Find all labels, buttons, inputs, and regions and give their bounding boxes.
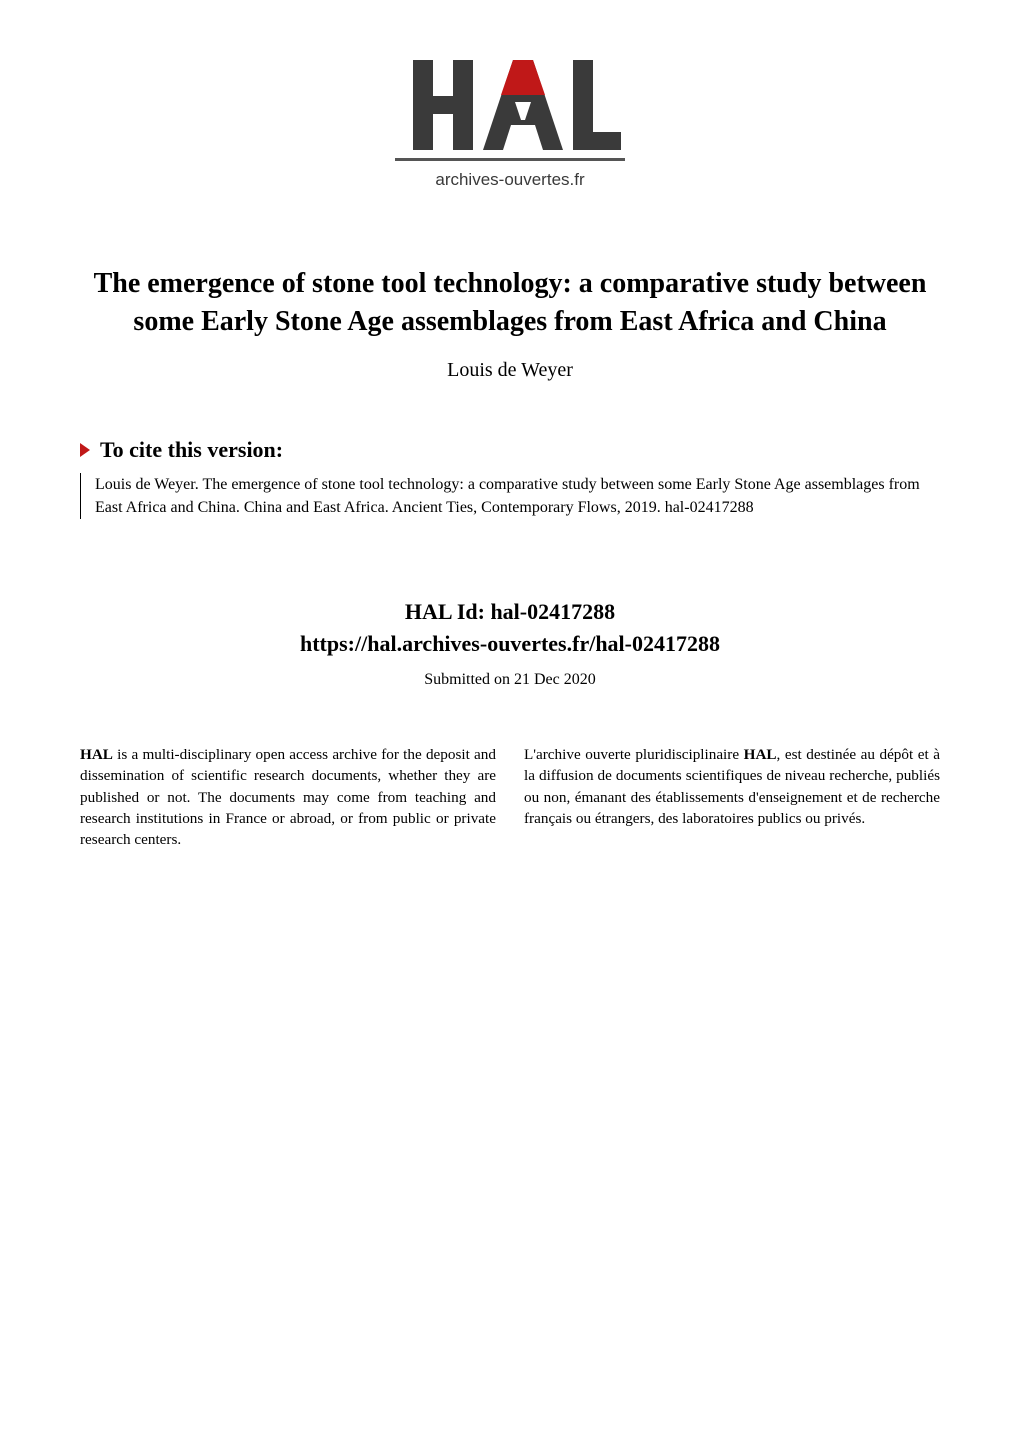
cite-triangle-icon (80, 443, 90, 457)
hal-url: https://hal.archives-ouvertes.fr/hal-024… (80, 631, 940, 657)
hal-id-block: HAL Id: hal-02417288 https://hal.archive… (80, 599, 940, 689)
hal-id: HAL Id: hal-02417288 (80, 599, 940, 625)
paper-title: The emergence of stone tool technology: … (80, 265, 940, 341)
cite-heading-row: To cite this version: (80, 437, 940, 463)
logo-subtitle: archives-ouvertes.fr (435, 170, 585, 189)
description-columns: HAL is a multi-disciplinary open access … (80, 744, 940, 850)
cite-heading: To cite this version: (100, 437, 283, 463)
hal-logo: archives-ouvertes.fr (80, 50, 940, 205)
description-right: L'archive ouverte pluridisciplinaire HAL… (524, 744, 940, 850)
page-root: archives-ouvertes.fr The emergence of st… (0, 0, 1020, 890)
cite-text: Louis de Weyer. The emergence of stone t… (80, 473, 940, 519)
cite-block: To cite this version: Louis de Weyer. Th… (80, 437, 940, 519)
hal-logo-svg: archives-ouvertes.fr (395, 50, 625, 200)
submitted-date: Submitted on 21 Dec 2020 (80, 671, 940, 689)
description-left: HAL is a multi-disciplinary open access … (80, 744, 496, 850)
author-name: Louis de Weyer (80, 359, 940, 382)
